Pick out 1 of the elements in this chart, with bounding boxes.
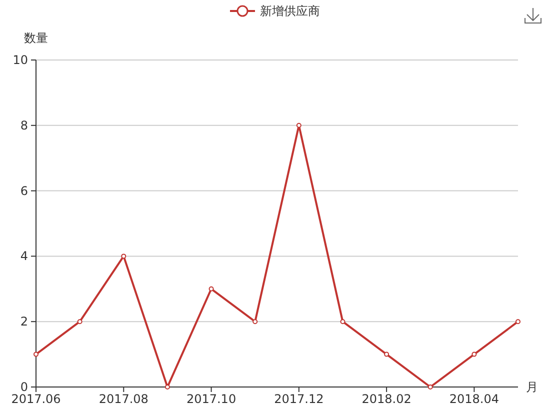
legend-label: 新增供应商 (260, 4, 320, 18)
